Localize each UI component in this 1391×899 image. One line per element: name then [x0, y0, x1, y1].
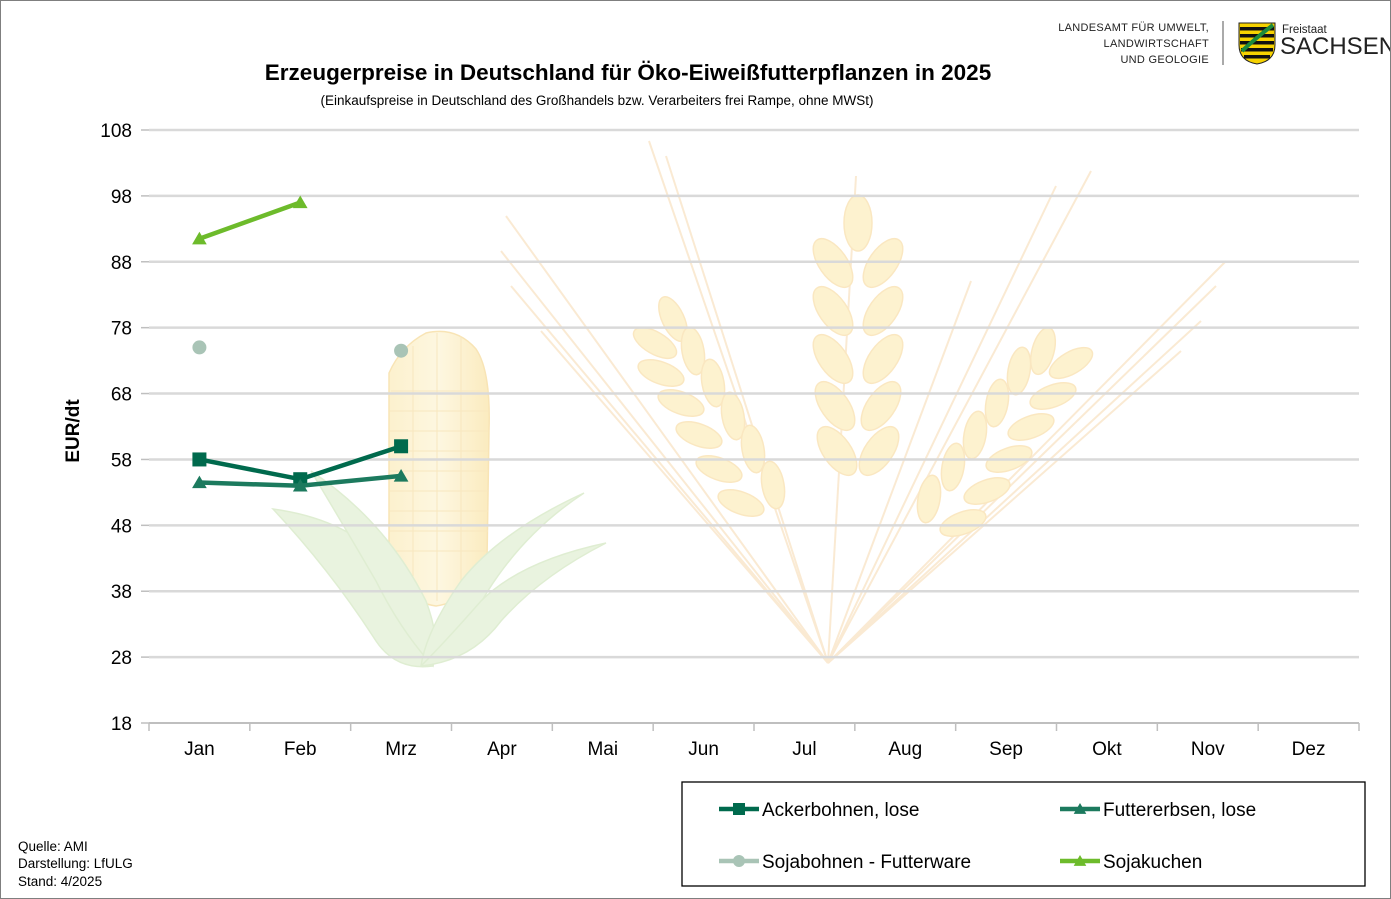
x-tick-label: Feb	[284, 739, 317, 760]
logo-sachsen-text: SACHSEN	[1280, 33, 1390, 60]
x-tick-label: Dez	[1292, 739, 1326, 760]
legend-swatch-marker	[733, 855, 745, 867]
logo-freistaat-text: Freistaat	[1282, 24, 1328, 36]
x-tick-label: Nov	[1191, 739, 1225, 760]
legend-item: Sojakuchen	[1060, 852, 1202, 873]
legend-item: Ackerbohnen, lose	[719, 800, 919, 821]
x-tick-label: Apr	[487, 739, 517, 760]
data-point	[394, 439, 409, 454]
series-line-segment	[298, 444, 404, 482]
agency-line-2: LANDWIRTSCHAFT	[1104, 38, 1209, 50]
x-tick-label: Jun	[688, 739, 719, 760]
lfulg-logo: LANDESAMT FÜR UMWELT, LANDWIRTSCHAFT UND…	[1058, 21, 1390, 66]
legend-label: Sojakuchen	[1103, 852, 1202, 873]
chart-subtitle: (Einkaufspreise in Deutschland des Großh…	[320, 93, 873, 108]
data-point	[192, 340, 207, 355]
y-tick-label: 18	[111, 714, 132, 735]
y-tick-label: 48	[111, 516, 132, 537]
axes: 18 28 38 48 58 68 78 88 98 108 Jan Feb Mrz Apr Mai Jun J…	[100, 121, 1360, 760]
y-tick-label: 68	[111, 385, 132, 406]
x-tick-label: Jan	[184, 739, 215, 760]
legend-box	[681, 781, 1366, 887]
legend-swatch-marker	[733, 803, 745, 815]
y-axis-label: EUR/dt	[63, 399, 84, 463]
series-futtererbsen-lose	[192, 468, 409, 492]
legend-swatch-marker	[1073, 855, 1087, 866]
x-tick-label: Mrz	[385, 739, 417, 760]
series-line-segment	[298, 473, 404, 489]
data-point	[393, 468, 409, 482]
agency-line-3: UND GEOLOGIE	[1120, 54, 1209, 66]
x-tick-label: Jul	[792, 739, 816, 760]
x-tick-label: Aug	[888, 739, 922, 760]
footer-created-by: Darstellung: LfULG	[18, 856, 133, 871]
y-tick-label: 28	[111, 648, 132, 669]
series-line-segment	[197, 480, 303, 489]
series-ackerbohnen-lose	[192, 439, 409, 487]
series-sojabohnen-futterware	[192, 340, 409, 358]
legend-label: Futtererbsen, lose	[1103, 800, 1256, 821]
y-tick-label: 98	[111, 187, 132, 208]
y-tick-label: 38	[111, 582, 132, 603]
series-line-segment	[197, 200, 303, 241]
gridlines	[149, 128, 1359, 659]
series-line-segment	[197, 457, 303, 482]
background-grain-illustration	[271, 140, 1227, 668]
data-series	[192, 195, 409, 492]
data-point	[292, 195, 308, 209]
legend-item: Futtererbsen, lose	[1060, 800, 1256, 821]
y-tick-label: 88	[111, 253, 132, 274]
series-sojakuchen	[192, 195, 308, 245]
legend: Ackerbohnen, lose Futtererbsen, lose Sojab…	[681, 781, 1366, 887]
legend-swatch-marker	[1073, 803, 1087, 814]
chart-title: Erzeugerpreise in Deutschland für Öko-Ei…	[265, 60, 991, 85]
y-tick-label: 58	[111, 450, 132, 471]
x-tick-label: Okt	[1092, 739, 1122, 760]
legend-label: Sojabohnen - Futterware	[762, 852, 971, 873]
footer-source: Quelle: AMI	[18, 839, 88, 854]
x-tick-label: Mai	[587, 739, 618, 760]
agency-line-1: LANDESAMT FÜR UMWELT,	[1058, 22, 1209, 34]
data-point	[394, 343, 409, 358]
data-point	[192, 231, 207, 245]
data-point	[292, 478, 308, 492]
data-point	[192, 475, 207, 489]
x-tick-label: Sep	[989, 739, 1023, 760]
y-tick-label: 78	[111, 319, 132, 340]
legend-item: Sojabohnen - Futterware	[719, 852, 971, 873]
legend-label: Ackerbohnen, lose	[762, 800, 919, 821]
data-point	[192, 452, 207, 467]
footer-date: Stand: 4/2025	[18, 874, 102, 889]
saxony-coat-of-arms-icon	[1238, 22, 1276, 65]
y-tick-label: 108	[100, 121, 132, 142]
